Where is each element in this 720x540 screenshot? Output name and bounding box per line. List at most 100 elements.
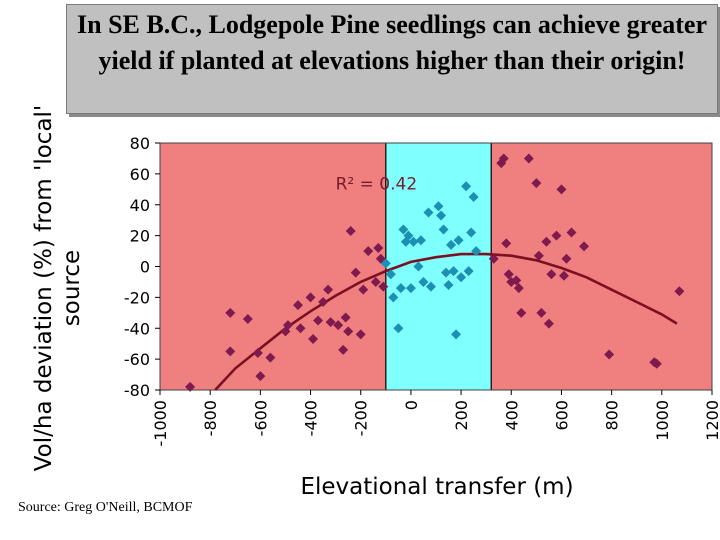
data-point [451, 329, 462, 340]
data-point [425, 281, 436, 292]
y-tick-label: 60 [130, 165, 150, 184]
x-tick-label: 0 [402, 400, 421, 410]
data-point [561, 253, 572, 264]
data-point [403, 230, 414, 241]
data-point [443, 280, 454, 291]
data-point [340, 312, 351, 323]
data-point [373, 242, 384, 253]
data-point [423, 207, 434, 218]
data-point [513, 283, 524, 294]
data-point [378, 281, 389, 292]
data-point [225, 307, 236, 318]
data-point [338, 344, 349, 355]
r-squared-annotation: R² = 0.42 [336, 174, 418, 194]
data-point [511, 275, 522, 286]
data-point [398, 224, 409, 235]
data-point [436, 210, 447, 221]
x-tick-label: 200 [452, 400, 471, 431]
chart-title: In SE B.C., Lodgepole Pine seedlings can… [66, 4, 718, 114]
y-tick-label: -20 [124, 288, 150, 307]
x-tick-label: 1000 [653, 400, 672, 441]
data-point [533, 250, 544, 261]
data-point [438, 224, 449, 235]
data-point [225, 346, 236, 357]
data-point [350, 267, 361, 278]
x-tick-label: 1200 [703, 400, 720, 441]
data-point [393, 323, 404, 334]
data-point [453, 235, 464, 246]
data-point [252, 347, 263, 358]
data-point [541, 236, 552, 247]
data-point [345, 225, 356, 236]
data-point [503, 269, 514, 280]
data-point [471, 246, 482, 257]
data-point [358, 284, 369, 295]
data-point [318, 297, 329, 308]
data-point [380, 258, 391, 269]
y-tick-label: -60 [124, 350, 150, 369]
plot-region-0 [160, 143, 386, 390]
data-point [333, 320, 344, 331]
data-point [558, 270, 569, 281]
x-tick-label: -400 [302, 400, 321, 436]
data-point [323, 284, 334, 295]
data-point [516, 307, 527, 318]
data-point [325, 317, 336, 328]
data-point [355, 329, 366, 340]
y-tick-label: -40 [124, 319, 150, 338]
data-point [313, 315, 324, 326]
y-tick-label: 40 [130, 196, 150, 215]
x-tick-label: 800 [603, 400, 622, 431]
x-tick-label: -200 [352, 400, 371, 436]
data-point [282, 320, 293, 331]
data-point [463, 266, 474, 277]
data-point [255, 371, 266, 382]
x-tick-label: -800 [201, 400, 220, 436]
plot-region-2 [491, 143, 712, 390]
data-point [405, 283, 416, 294]
data-point [413, 261, 424, 272]
data-point [579, 241, 590, 252]
data-point [468, 192, 479, 203]
data-point [418, 276, 429, 287]
data-point [395, 283, 406, 294]
data-point [446, 239, 457, 250]
data-point [305, 292, 316, 303]
data-point [363, 246, 374, 257]
data-point [242, 313, 253, 324]
x-tick-label: -1000 [151, 400, 170, 447]
data-point [498, 153, 509, 164]
data-point [556, 184, 567, 195]
source-note: Source: Greg O'Neill, BCMOF [18, 500, 193, 515]
x-axis-label: Elevational transfer (m) [300, 474, 574, 500]
data-point [536, 307, 547, 318]
data-point [674, 286, 685, 297]
data-point [370, 276, 381, 287]
data-point [408, 236, 419, 247]
data-point [433, 201, 444, 212]
data-point [265, 352, 276, 363]
x-tick-label: 600 [552, 400, 571, 431]
data-point [441, 267, 452, 278]
y-tick-label: 80 [130, 134, 150, 153]
y-tick-label: -80 [124, 381, 150, 400]
data-point [385, 269, 396, 280]
y-tick-label: 20 [130, 227, 150, 246]
data-point [456, 272, 467, 283]
data-point [651, 358, 662, 369]
data-point [501, 238, 512, 249]
data-point [343, 326, 354, 337]
data-point [531, 178, 542, 189]
data-point [566, 227, 577, 238]
data-point [388, 292, 399, 303]
data-point [546, 269, 557, 280]
y-tick-label: 0 [140, 258, 150, 277]
x-tick-label: -600 [251, 400, 270, 436]
data-point [551, 230, 562, 241]
data-point [543, 318, 554, 329]
data-point [604, 349, 615, 360]
data-point [448, 266, 459, 277]
data-point [295, 323, 306, 334]
data-point [488, 253, 499, 264]
